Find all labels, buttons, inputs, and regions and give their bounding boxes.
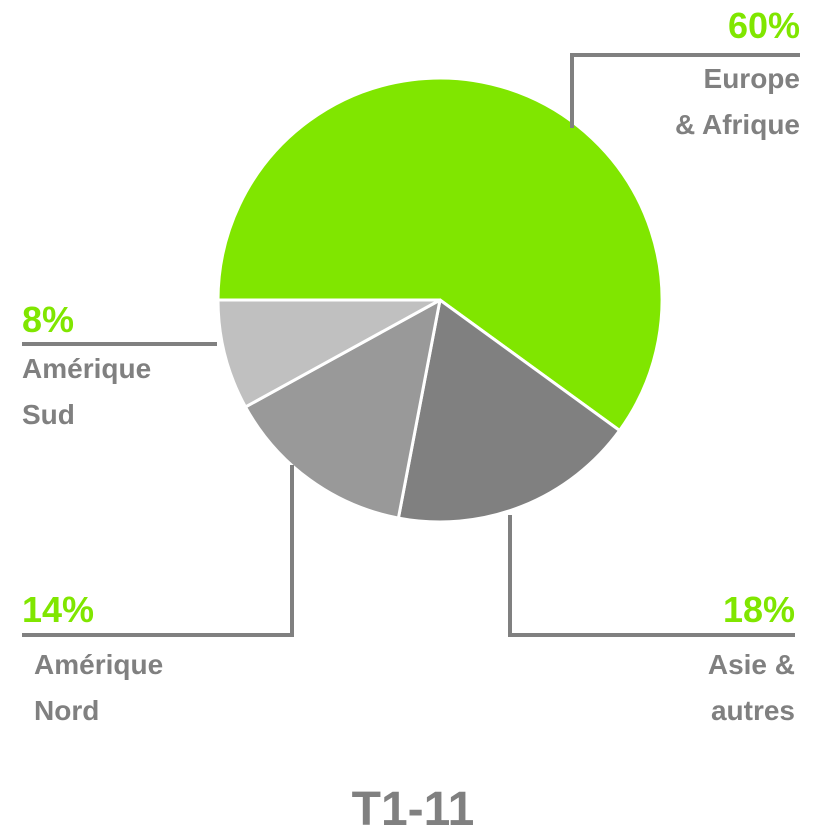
value-label: 14%: [22, 589, 95, 630]
value-label: 60%: [727, 5, 800, 46]
pie-slice: [216, 76, 664, 432]
pie-slice: [243, 298, 442, 520]
leader-line: [570, 53, 800, 128]
value-label: 18%: [722, 589, 795, 630]
pie-slice: [396, 298, 622, 524]
leader-line: [22, 465, 294, 637]
leader-lines: [22, 53, 800, 637]
value-label: 8%: [22, 299, 75, 340]
chart-title: T1-11: [351, 783, 475, 836]
category-label: Europe & Afrique: [675, 63, 800, 140]
category-label: Asie & autres: [707, 649, 795, 726]
category-label: Amérique Nord: [34, 649, 164, 726]
pie: [216, 76, 664, 524]
category-label: Amérique Sud: [22, 353, 152, 430]
pie-slice: [216, 298, 442, 409]
leader-line: [508, 515, 795, 637]
